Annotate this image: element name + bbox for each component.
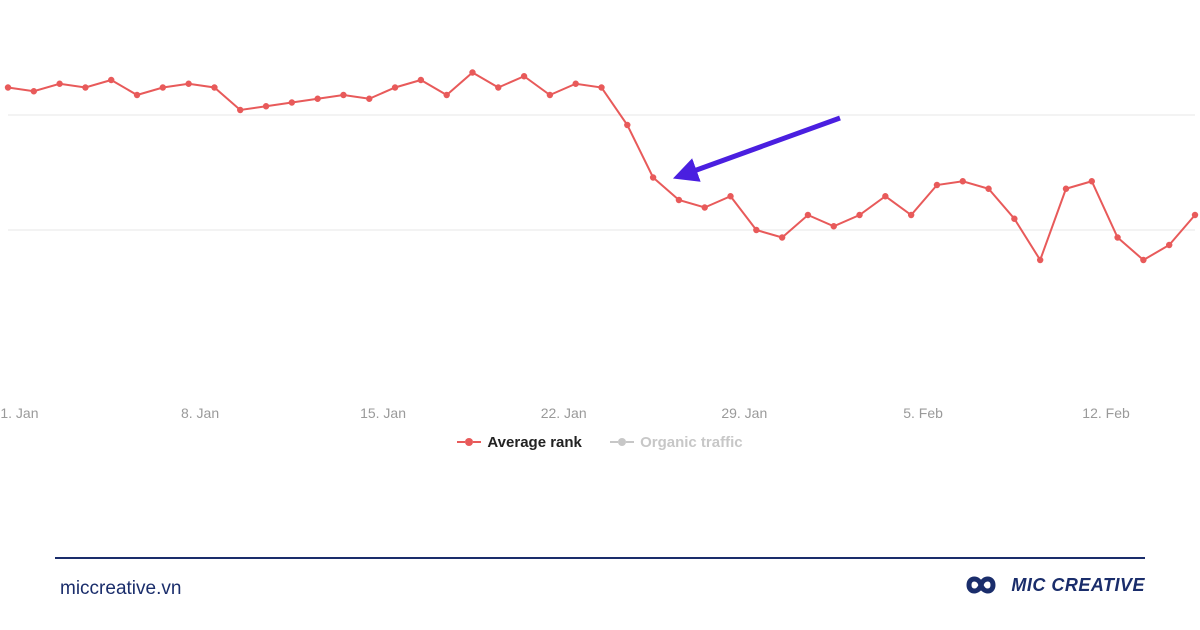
legend-label-organic-traffic: Organic traffic bbox=[640, 434, 743, 451]
arrow-line bbox=[680, 118, 840, 176]
footer-url-text: miccreative.vn bbox=[60, 578, 181, 600]
legend-marker-average-rank bbox=[457, 438, 481, 446]
footer-divider bbox=[55, 557, 1145, 559]
footer-logo-text: MIC CREATIVE bbox=[1011, 575, 1145, 596]
footer-logo: MIC CREATIVE bbox=[959, 570, 1145, 600]
legend-item-average-rank[interactable]: Average rank bbox=[457, 434, 582, 451]
infinity-logo-icon bbox=[959, 570, 1003, 600]
legend-label-average-rank: Average rank bbox=[487, 434, 582, 451]
legend-marker-organic-traffic bbox=[610, 438, 634, 446]
chart-legend: Average rank Organic traffic bbox=[0, 430, 1200, 451]
legend-item-organic-traffic[interactable]: Organic traffic bbox=[610, 434, 743, 451]
